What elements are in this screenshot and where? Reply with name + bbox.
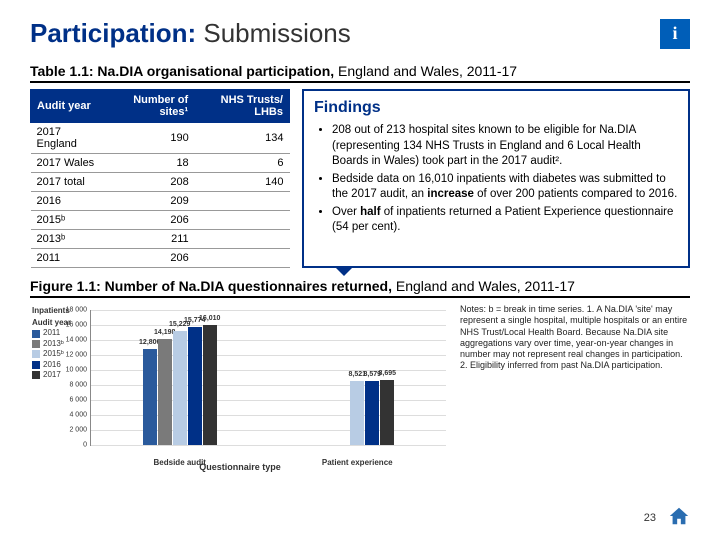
table-cell: 211 xyxy=(105,230,195,249)
participation-table: Audit yearNumber of sites¹NHS Trusts/ LH… xyxy=(30,89,290,268)
ytick-label: 14 000 xyxy=(57,337,87,344)
findings-title: Findings xyxy=(314,99,678,117)
table-header: NHS Trusts/ LHBs xyxy=(195,90,290,123)
table-cell: 2016 xyxy=(31,192,105,211)
info-icon[interactable]: i xyxy=(660,19,690,49)
table-caption-rest: England and Wales, 2011-17 xyxy=(334,63,517,79)
table-cell xyxy=(195,249,290,268)
table-cell: 18 xyxy=(105,154,195,173)
ytick-label: 8 000 xyxy=(57,382,87,389)
table-cell: 2017 Wales xyxy=(31,154,105,173)
table-cell: 208 xyxy=(105,173,195,192)
table-cell: 206 xyxy=(105,249,195,268)
table-cell: 2013ᵇ xyxy=(31,230,105,249)
ytick-label: 4 000 xyxy=(57,412,87,419)
table-cell: 2011 xyxy=(31,249,105,268)
table-cell: 190 xyxy=(105,123,195,154)
table-cell: 209 xyxy=(105,192,195,211)
chart-notes: Notes: b = break in time series. 1. A Na… xyxy=(460,304,690,474)
findings-box: Findings 208 out of 213 hospital sites k… xyxy=(302,89,690,268)
ytick-label: 2 000 xyxy=(57,427,87,434)
table-cell xyxy=(195,211,290,230)
chart-bar: 15,229 xyxy=(173,331,187,445)
table-header: Audit year xyxy=(31,90,105,123)
bar-group: 12,80614,19815,22915,77416,010Bedside au… xyxy=(91,310,269,445)
bar-value-label: 8,695 xyxy=(378,370,396,377)
bar-value-label: 16,010 xyxy=(199,315,220,322)
ytick-label: 18 000 xyxy=(57,307,87,314)
table-header: Number of sites¹ xyxy=(105,90,195,123)
table-row: 2013ᵇ211 xyxy=(31,230,290,249)
findings-item: 208 out of 213 hospital sites known to b… xyxy=(332,123,678,170)
chart-bar: 8,521 xyxy=(350,381,364,445)
ytick-label: 16 000 xyxy=(57,322,87,329)
table-row: 2011206 xyxy=(31,249,290,268)
chart-bar: 16,010 xyxy=(203,325,217,445)
table-row: 2015ᵇ206 xyxy=(31,211,290,230)
table-cell xyxy=(195,192,290,211)
figure-caption-rest: England and Wales, 2011-17 xyxy=(392,278,575,294)
title-bold: Participation: xyxy=(30,18,196,48)
findings-item: Bedside data on 16,010 inpatients with d… xyxy=(332,172,678,203)
table-cell: 2017 England xyxy=(31,123,105,154)
ytick-label: 6 000 xyxy=(57,397,87,404)
page-number: 23 xyxy=(644,512,656,524)
ytick-label: 0 xyxy=(57,442,87,449)
table-row: 2017 England190134 xyxy=(31,123,290,154)
table-row: 2016209 xyxy=(31,192,290,211)
chart-bar: 15,774 xyxy=(188,327,202,445)
table-cell: 6 xyxy=(195,154,290,173)
table-cell: 134 xyxy=(195,123,290,154)
bar-group: 8,5218,5798,695Patient experience xyxy=(269,310,447,445)
table-row: 2017 total208140 xyxy=(31,173,290,192)
chart-bar: 12,806 xyxy=(143,349,157,445)
chart-xlabel: Questionnaire type xyxy=(199,462,281,472)
table-cell xyxy=(195,230,290,249)
table-cell: 140 xyxy=(195,173,290,192)
table-row: 2017 Wales186 xyxy=(31,154,290,173)
table-cell: 2017 total xyxy=(31,173,105,192)
xcategory-label: Patient experience xyxy=(269,458,447,467)
questionnaires-chart: Inpatients Audit year 20112013ᵇ2015ᵇ2016… xyxy=(30,304,450,474)
table-caption: Table 1.1: Na.DIA organisational partici… xyxy=(30,63,690,83)
home-icon[interactable] xyxy=(668,505,690,530)
ytick-label: 12 000 xyxy=(57,352,87,359)
table-caption-bold: Table 1.1: Na.DIA organisational partici… xyxy=(30,63,334,79)
page-title: Participation: Submissions xyxy=(30,18,351,49)
table-cell: 2015ᵇ xyxy=(31,211,105,230)
chart-bar: 14,198 xyxy=(158,339,172,445)
figure-caption: Figure 1.1: Number of Na.DIA questionnai… xyxy=(30,278,690,298)
table-cell: 206 xyxy=(105,211,195,230)
findings-item: Over half of inpatients returned a Patie… xyxy=(332,205,678,236)
figure-caption-bold: Figure 1.1: Number of Na.DIA questionnai… xyxy=(30,278,392,294)
chart-bar: 8,695 xyxy=(380,380,394,445)
title-light: Submissions xyxy=(203,18,350,48)
ytick-label: 10 000 xyxy=(57,367,87,374)
findings-list: 208 out of 213 hospital sites known to b… xyxy=(314,123,678,236)
chart-bar: 8,579 xyxy=(365,381,379,445)
